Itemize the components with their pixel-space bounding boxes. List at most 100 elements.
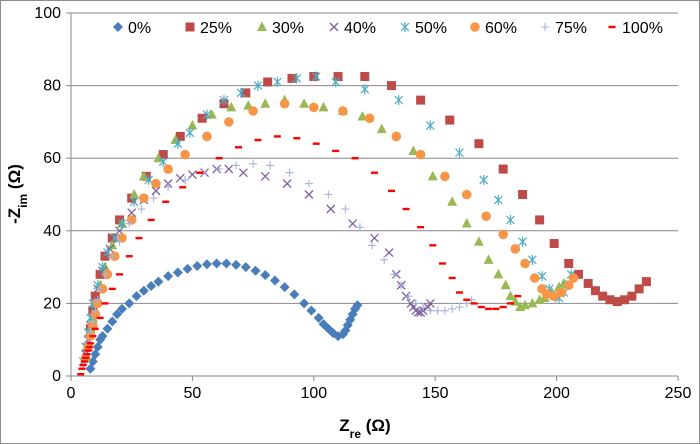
data-point [312, 142, 320, 145]
data-point [211, 258, 222, 269]
data-point [477, 305, 485, 309]
data-point [620, 295, 630, 305]
data-point [371, 171, 378, 174]
data-point [483, 254, 494, 264]
data-point [389, 270, 398, 279]
data-point [108, 287, 116, 291]
x-tick-label: 0 [67, 385, 76, 402]
data-point [397, 281, 406, 290]
data-point [127, 208, 137, 218]
data-point [112, 309, 123, 320]
data-point [108, 252, 117, 261]
data-point [117, 218, 127, 229]
data-point [332, 149, 340, 153]
data-point [505, 290, 516, 301]
data-point [151, 178, 161, 189]
data-point [285, 168, 294, 177]
data-point [364, 113, 375, 124]
data-point [272, 76, 282, 87]
x-tick-label: 250 [665, 385, 692, 402]
data-point [370, 233, 379, 243]
data-point [125, 255, 133, 258]
data-point [527, 297, 538, 308]
data-point [86, 342, 94, 345]
data-point [231, 259, 242, 270]
legend-marker [257, 21, 267, 31]
legend-label: 50% [415, 20, 447, 37]
data-point [634, 284, 644, 294]
legend-label: 100% [622, 20, 663, 37]
data-point [93, 295, 102, 304]
data-point [221, 258, 232, 269]
data-point [455, 291, 463, 294]
data-point [185, 127, 195, 138]
gridlines [71, 12, 678, 304]
data-point [91, 306, 100, 315]
data-point [492, 307, 500, 311]
legend-item: 0% [113, 20, 151, 37]
data-point [78, 367, 86, 370]
data-point [135, 236, 143, 240]
data-point [125, 219, 134, 228]
data-point [89, 334, 97, 338]
data-point [384, 248, 394, 258]
data-point [147, 218, 155, 222]
legend-item: 30% [257, 20, 304, 37]
data-point [77, 372, 85, 376]
data-point [102, 323, 113, 334]
data-point [605, 295, 615, 305]
data-point [304, 190, 314, 199]
data-point [368, 241, 377, 250]
data-point [417, 225, 425, 229]
data-point [479, 174, 489, 185]
data-point [493, 194, 503, 205]
data-point [408, 145, 419, 155]
data-point [215, 165, 224, 174]
data-point [520, 299, 531, 310]
data-point [97, 331, 108, 342]
data-point [448, 276, 456, 280]
data-point [219, 95, 229, 106]
data-point [138, 285, 149, 296]
data-point [182, 263, 193, 274]
data-point [313, 312, 324, 323]
y-tick-label: 40 [43, 223, 61, 240]
data-point [248, 106, 258, 116]
data-point [352, 300, 363, 311]
data-point [95, 269, 105, 279]
data-point [549, 291, 559, 301]
data-point [250, 265, 261, 276]
legend-item: 60% [470, 20, 517, 37]
data-point [510, 244, 521, 254]
data-point [304, 179, 313, 188]
data-point [241, 88, 251, 98]
data-point [440, 171, 450, 182]
data-point [387, 189, 395, 193]
legend-label: 40% [344, 20, 376, 37]
data-point [175, 173, 185, 183]
data-point [224, 117, 234, 127]
data-point [470, 302, 478, 305]
data-point [333, 72, 343, 82]
data-point [415, 149, 426, 160]
legend-marker [541, 23, 549, 31]
data-point [293, 137, 301, 140]
legend-label: 60% [485, 20, 517, 37]
data-point [612, 297, 622, 307]
data-point [202, 109, 212, 120]
data-point [404, 292, 413, 301]
data-point [129, 196, 139, 207]
data-point [447, 196, 458, 206]
data-point [273, 135, 281, 138]
data-point [158, 156, 168, 167]
data-point [88, 317, 97, 326]
data-point [100, 251, 110, 261]
data-point [402, 207, 410, 211]
data-point [197, 113, 207, 123]
data-point [535, 215, 545, 225]
legend-label: 75% [555, 20, 587, 37]
data-point [232, 161, 241, 170]
data-point [100, 270, 109, 279]
legend-marker [113, 22, 123, 32]
data-point [82, 356, 90, 360]
